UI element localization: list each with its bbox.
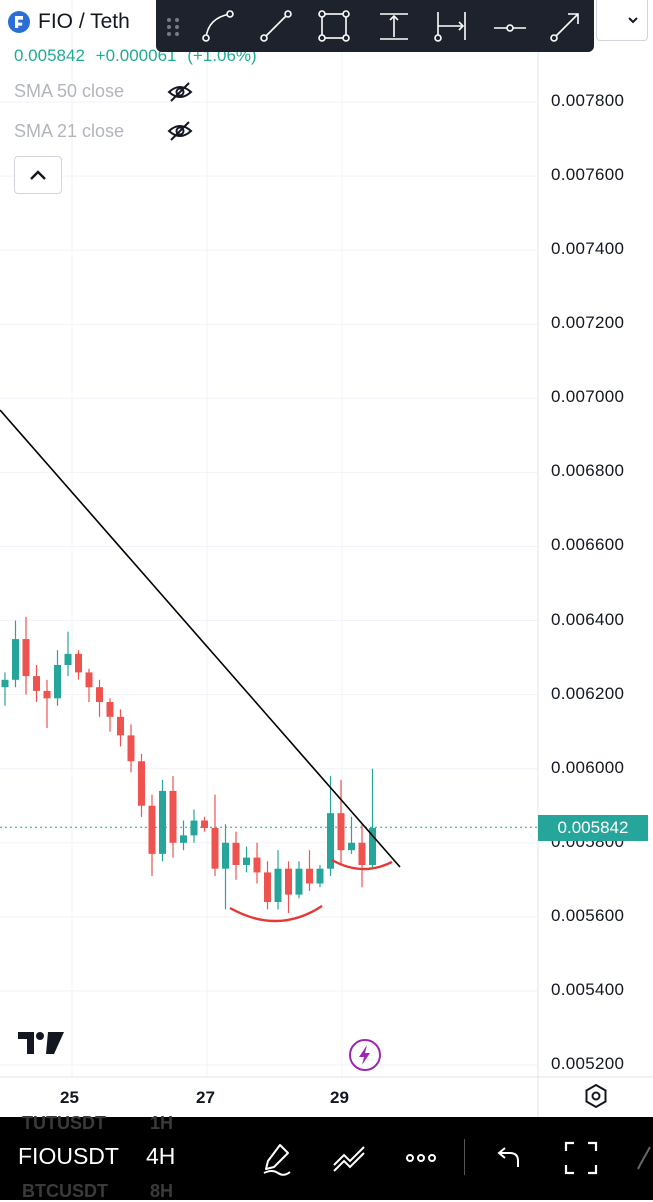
candle-body <box>316 868 324 884</box>
candle-body <box>169 790 177 843</box>
candle-body <box>358 842 366 865</box>
candle-body <box>232 842 240 865</box>
x-tick-label: 25 <box>60 1088 79 1107</box>
y-tick-label: 0.006200 <box>551 683 625 703</box>
candle-body <box>211 827 219 869</box>
rectangle-tool-icon[interactable] <box>314 6 354 46</box>
undo-icon[interactable] <box>488 1139 526 1177</box>
cup-arc-right[interactable] <box>331 858 393 871</box>
symbol-title[interactable]: FIO / Teth <box>8 6 130 38</box>
chart-grid <box>0 0 538 1077</box>
candle-body <box>253 857 261 873</box>
ghost-interval-bottom: 8H <box>150 1181 174 1201</box>
y-tick-label: 0.007200 <box>551 313 625 333</box>
candle-body <box>138 761 145 806</box>
candle-body <box>148 805 156 854</box>
candle-body <box>106 702 114 717</box>
ghost-interval-top: 1H <box>150 1113 174 1133</box>
candle-body <box>295 868 303 895</box>
y-tick-label: 0.005200 <box>551 1054 625 1073</box>
y-tick-label: 0.006800 <box>551 461 625 481</box>
candle-body <box>306 868 313 884</box>
chevron-down-icon <box>628 17 638 24</box>
candle-body <box>190 820 198 836</box>
symbol-selector-button[interactable]: FIOUSDT <box>18 1143 119 1169</box>
candle-body <box>180 835 187 843</box>
tradingview-logo-icon <box>18 1032 64 1054</box>
x-tick-label: 29 <box>330 1088 349 1107</box>
fio-logo-icon <box>8 11 30 33</box>
lightning-icon[interactable] <box>348 1038 382 1072</box>
last-price: 0.005842 <box>14 46 85 65</box>
vertical-measure-icon[interactable] <box>374 6 414 46</box>
y-tick-label: 0.007600 <box>551 165 625 185</box>
candle-body <box>1 679 9 688</box>
candle-body <box>64 653 72 665</box>
curve-tool-icon[interactable] <box>198 6 238 46</box>
indicator-sma50-label[interactable]: SMA 50 close <box>14 81 125 101</box>
price-change: +0.000061 <box>95 46 177 65</box>
trend-line-drawing[interactable] <box>0 409 401 868</box>
toolbar-divider <box>464 1139 465 1175</box>
bottom-toolbar: TUTUSDT 1H BTCUSDT 8H FIOUSDT 4H <box>0 1113 653 1201</box>
candle-body <box>369 827 376 865</box>
drawing-toolbar <box>156 0 594 52</box>
candle-body <box>96 687 103 703</box>
line-tools-icon[interactable] <box>330 1139 368 1177</box>
x-tick-label: 27 <box>196 1088 215 1107</box>
candle-body <box>43 690 51 699</box>
candle-body <box>117 716 124 736</box>
candle-body <box>12 639 19 680</box>
eye-crossed-icon[interactable] <box>166 80 194 104</box>
axis-settings-icon[interactable] <box>582 1082 610 1110</box>
current-price-tag: 0.005842 <box>538 815 648 841</box>
collapse-legend-button[interactable] <box>14 156 62 194</box>
y-tick-label: 0.007000 <box>551 387 625 407</box>
candle-body <box>274 868 282 903</box>
candle-body <box>33 676 40 691</box>
horizontal-measure-icon[interactable] <box>432 6 472 46</box>
symbol-title-text: FIO / Teth <box>38 10 130 33</box>
ghost-symbol-bottom: BTCUSDT <box>22 1181 108 1201</box>
candle-body <box>201 820 208 828</box>
indicator-sma21-label[interactable]: SMA 21 close <box>14 121 125 141</box>
brush-icon[interactable] <box>258 1139 296 1177</box>
y-tick-label: 0.006000 <box>551 757 625 777</box>
candle-body <box>127 735 135 762</box>
y-tick-label: 0.007800 <box>551 91 625 110</box>
edge-pencil-icon[interactable] <box>628 1139 653 1177</box>
eye-crossed-icon[interactable] <box>166 119 194 143</box>
candles <box>1 616 376 914</box>
y-tick-label: 0.005400 <box>551 979 625 999</box>
more-dots-icon[interactable] <box>402 1139 440 1177</box>
candle-body <box>264 872 271 903</box>
candle-body <box>327 813 334 869</box>
y-tick-label: 0.007400 <box>551 239 625 259</box>
fullscreen-icon[interactable] <box>562 1139 600 1177</box>
candle-body <box>85 672 93 688</box>
settings-dropdown-button[interactable] <box>596 0 648 41</box>
y-tick-label: 0.005600 <box>551 905 625 925</box>
drag-handle-icon[interactable] <box>162 6 184 46</box>
cup-arc-left[interactable] <box>229 904 323 923</box>
candle-body <box>54 664 61 699</box>
candle-body <box>159 790 166 854</box>
horizontal-ray-icon[interactable] <box>490 6 530 46</box>
candle-body <box>243 857 250 865</box>
candle-body <box>285 868 292 895</box>
price-chart[interactable] <box>0 0 653 1117</box>
y-tick-label: 0.006600 <box>551 535 625 555</box>
ghost-symbol-top: TUTUSDT <box>22 1113 106 1133</box>
candle-body <box>337 813 345 851</box>
arrow-tool-icon[interactable] <box>546 6 586 46</box>
interval-selector-button[interactable]: 4H <box>146 1143 176 1169</box>
candle-body <box>222 842 229 869</box>
y-tick-label: 0.006400 <box>551 609 625 629</box>
chevron-up-icon <box>30 170 46 180</box>
candle-body <box>75 653 82 673</box>
candle-body <box>22 639 30 677</box>
trend-line-icon[interactable] <box>256 6 296 46</box>
candle-body <box>348 842 355 851</box>
